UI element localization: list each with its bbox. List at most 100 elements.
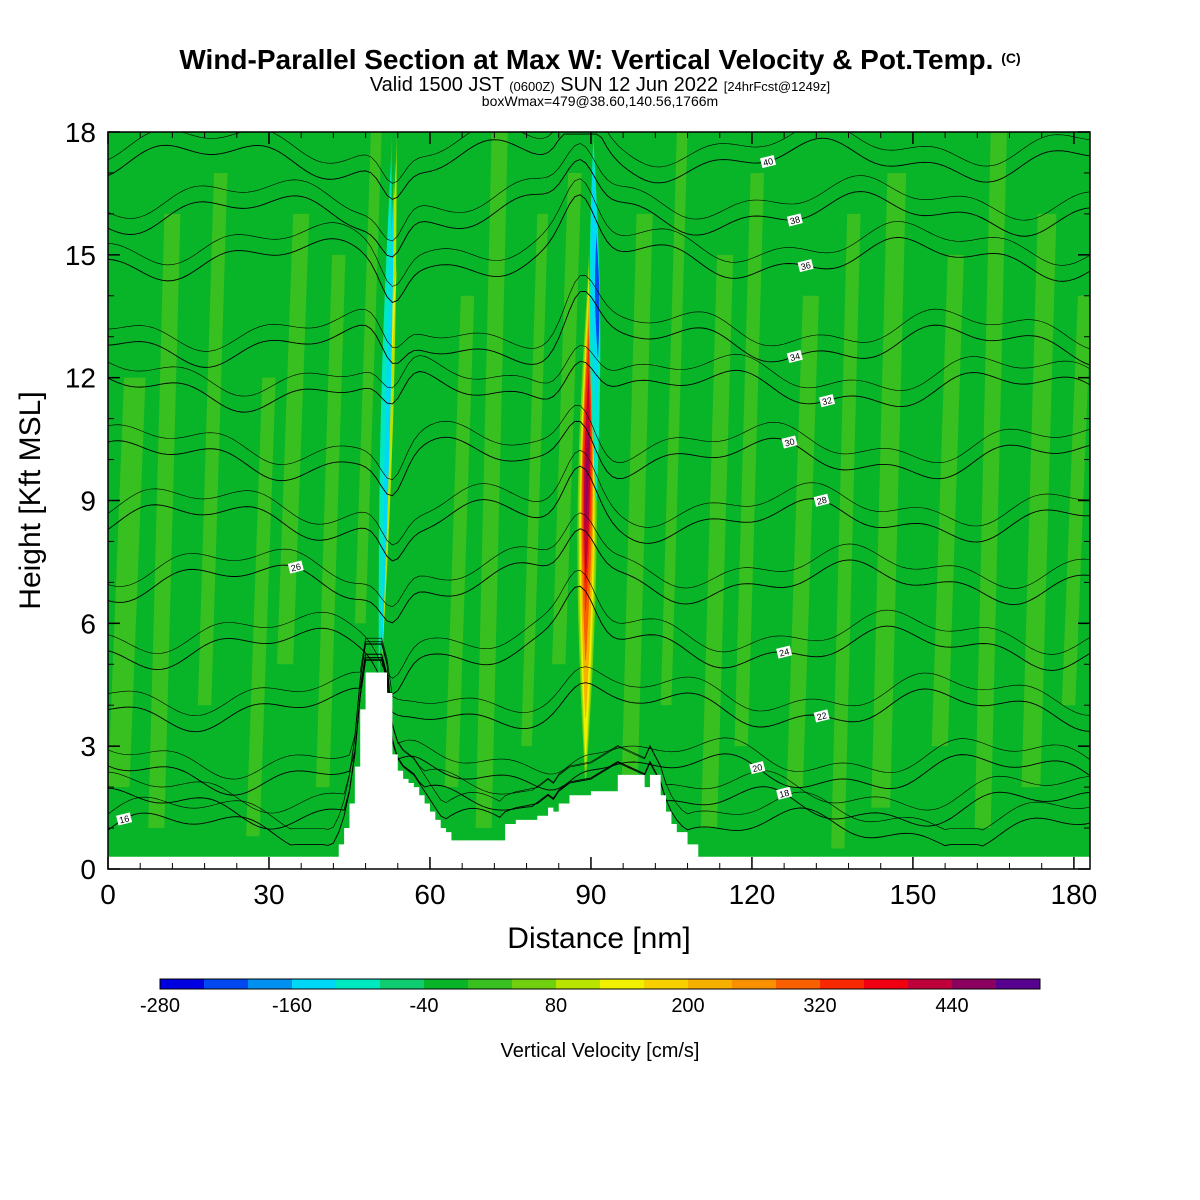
- colorbar-swatch: [820, 979, 865, 989]
- theta-contour-line-minor: [108, 143, 1090, 242]
- theta-contour-line: [108, 420, 1090, 497]
- colorbar-swatch: [468, 979, 513, 989]
- theta-contour-line-minor: [108, 405, 1090, 481]
- colorbar-tick-label: -160: [272, 995, 312, 1017]
- chart-title-text: Wind-Parallel Section at Max W: Vertical…: [179, 44, 994, 75]
- weak-updraft-region: [831, 213, 861, 849]
- theta-contour-line-minor: [108, 637, 1090, 717]
- y-tick-label: 3: [80, 731, 96, 762]
- weak-updraft-region: [734, 172, 765, 747]
- colorbar-tick-label: 200: [671, 995, 704, 1017]
- theta-contour-label: 36: [797, 259, 814, 273]
- colorbar-swatch: [424, 979, 469, 989]
- colorbar-label: Vertical Velocity [cm/s]: [501, 1040, 700, 1062]
- forecast-info: [24hrFcst@1249z]: [723, 79, 831, 94]
- weak-updraft-region: [444, 295, 475, 788]
- contour-label-bg: [786, 349, 803, 364]
- contour-label-text: 16: [118, 813, 130, 825]
- x-tick-label: 150: [890, 879, 937, 910]
- theta-contour-line: [108, 360, 1090, 413]
- y-tick-label: 0: [80, 854, 96, 885]
- y-tick-label: 15: [65, 240, 96, 271]
- theta-contour-line: [108, 159, 1090, 258]
- contour-label-text: 30: [784, 436, 796, 448]
- terrain: [108, 672, 1090, 869]
- contour-label-bg: [813, 709, 830, 723]
- colorbar-swatch: [952, 979, 997, 989]
- theta-contour-line-minor: [108, 643, 1090, 831]
- contour-label-text: 36: [800, 260, 812, 272]
- weak-updraft-region: [931, 254, 964, 747]
- theta-contour-label: 32: [819, 394, 836, 407]
- theta-contour-label: 18: [776, 786, 793, 800]
- colorbar-swatch: [996, 979, 1041, 989]
- theta-contour-label: 22: [813, 709, 830, 723]
- y-tick-label: 12: [65, 363, 96, 394]
- theta-contour-line: [108, 585, 1090, 695]
- y-tick-label: 9: [80, 486, 96, 517]
- contour-label-text: 26: [290, 561, 302, 573]
- colorbar-swatch: [644, 979, 689, 989]
- contour-label-bg: [813, 493, 830, 507]
- colorbar-swatch: [380, 979, 425, 989]
- weak-updraft-region: [786, 295, 820, 788]
- x-tick-label: 60: [414, 879, 445, 910]
- downdraft-level-160: [591, 132, 599, 419]
- theta-contour-line: [108, 656, 1090, 796]
- weak-updraft-region: [552, 172, 582, 665]
- valid-time-line: Valid 1500 JST (0600Z) SUN 12 Jun 2022 […: [0, 74, 1200, 97]
- theta-contour-label: 28: [813, 493, 830, 507]
- theta-contour-line-minor: [108, 178, 1090, 287]
- updraft-level-440: [585, 418, 589, 530]
- contour-label-text: 32: [821, 395, 833, 407]
- contour-label-bg: [797, 259, 814, 273]
- weak-updraft-region: [277, 213, 310, 665]
- contour-label-bg: [749, 761, 766, 775]
- theta-contour-line-minor: [108, 641, 1090, 780]
- theta-contour-line: [108, 465, 1090, 562]
- secondary-downdraft-120: [378, 132, 392, 673]
- secondary-downdraft-160: [381, 132, 396, 661]
- colorbar-tick-label: 440: [935, 995, 968, 1017]
- theta-contour-label: 24: [776, 645, 793, 659]
- theta-contour-line: [108, 658, 1090, 830]
- x-tick-label: 30: [253, 879, 284, 910]
- x-tick-label: 180: [1051, 879, 1098, 910]
- y-tick-label: 6: [80, 608, 96, 639]
- theta-contour-line: [108, 194, 1090, 303]
- theta-contour-line-minor: [108, 275, 1090, 352]
- theta-contour-label: 26: [287, 560, 304, 574]
- weak-updraft-region: [974, 132, 1007, 829]
- theta-contour-label: 16: [116, 812, 133, 826]
- colorbar-swatch: [204, 979, 249, 989]
- theta-contour-line: [108, 528, 1090, 624]
- colorbar-swatch: [512, 979, 557, 989]
- weak-updraft-region: [521, 213, 549, 747]
- contour-label-bg: [786, 213, 803, 227]
- colorbar: -280 -160 -40 80 200 320 440 Vertical Velocity …: [140, 978, 1041, 1062]
- theta-contour-label: 34: [786, 349, 803, 364]
- weak-updraft-region: [1021, 213, 1057, 788]
- theta-contour-line: [108, 653, 1090, 733]
- colorbar-swatch: [556, 979, 601, 989]
- theta-contour-line-minor: [108, 344, 1090, 397]
- colorbar-tick-label: 320: [803, 995, 836, 1017]
- velocity-field: [108, 132, 1090, 869]
- colorbar-tick-label: -40: [410, 995, 439, 1017]
- weak-updraft-region: [1061, 295, 1090, 706]
- colorbar-tick-label: 80: [545, 995, 567, 1017]
- theta-contours: 16 18 20 22 24 26 28 30 32 34 36 38 40: [108, 132, 1090, 847]
- theta-contour-line: [108, 290, 1090, 368]
- theta-contour-line-minor: [108, 642, 1090, 814]
- box-info: boxWmax=479@38.60,140.56,1766m: [481, 93, 719, 109]
- weak-updraft-region: [148, 213, 181, 829]
- colorbar-swatch: [776, 979, 821, 989]
- contour-label-text: 28: [816, 495, 828, 507]
- weak-updraft-region: [315, 254, 346, 788]
- downdraft-level-240: [594, 226, 600, 358]
- contour-label-bg: [760, 155, 777, 169]
- weak-updraft-region: [660, 132, 688, 706]
- weak-updraft-region: [700, 254, 734, 829]
- theta-contour-line-minor: [108, 449, 1090, 546]
